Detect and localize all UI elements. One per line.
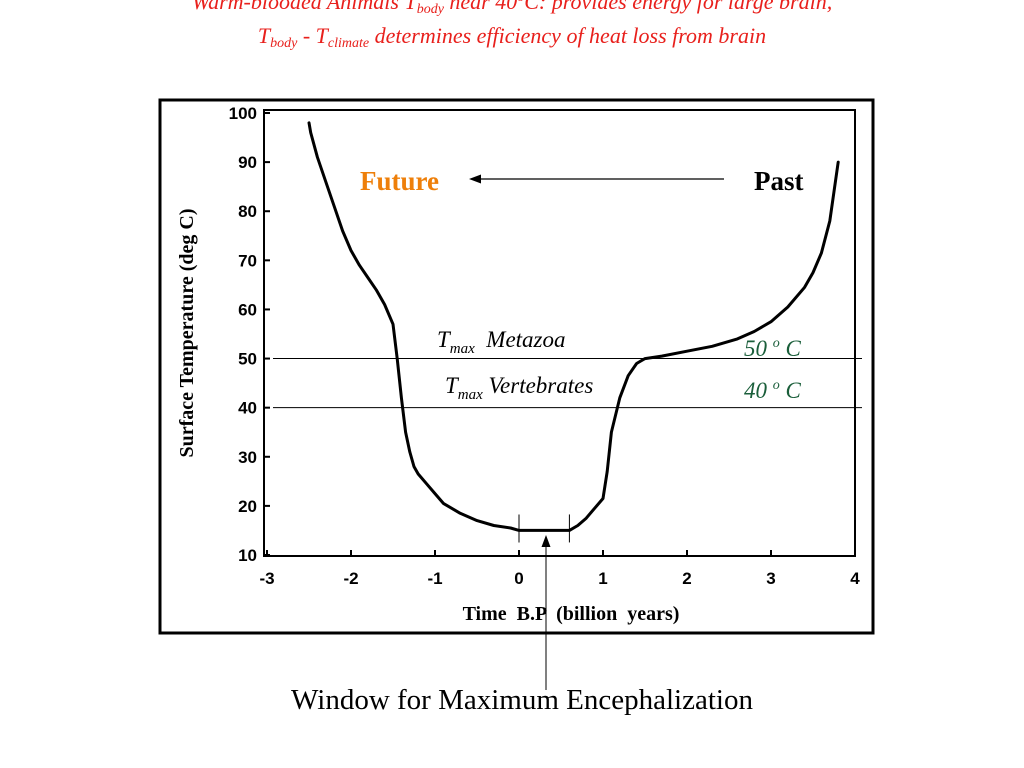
x-tick-label: 1 [598,569,607,588]
y-tick-label: 10 [238,546,257,565]
ref-40-label: 40 o C [744,378,802,403]
x-tick-label: 0 [514,569,523,588]
slide-heading-line2: Tbody - Tclimate determines efficiency o… [0,25,1024,51]
ref-40-degree: o [773,378,780,393]
x-tick-group: -3 -2 -1 0 1 2 3 4 [259,550,860,588]
ref-40-value: 40 [744,378,773,403]
heading-line1-mid: near 40 [443,0,518,14]
future-label: Future [360,166,439,196]
y-tick-label: 50 [238,350,257,369]
ref-50-degree: o [773,336,780,351]
heading-line2-sub2: climate [327,36,370,51]
y-tick-label: 100 [229,104,257,123]
vertebrates-t: T [445,373,460,398]
heading-line2-dash: - T [297,23,328,48]
future-arrowhead-icon [469,174,481,184]
ref-50-label: 50 o C [744,336,802,361]
plot-area [263,109,856,557]
metazoa-sub: max [450,341,475,357]
heading-line2-sub1: body [270,36,298,51]
x-tick-label: -1 [427,569,442,588]
y-axis-label: Surface Temperature (deg C) [176,208,198,457]
ref-40-unit: C [780,378,802,403]
ref-50-unit: C [780,336,802,361]
chart-frame [158,98,875,635]
past-label: Past [754,166,804,196]
reference-line-group [273,358,862,409]
temperature-curve [307,121,840,532]
vertebrates-text: Vertebrates [483,373,594,398]
x-tick-label: 4 [850,569,860,588]
x-tick-label: 3 [766,569,775,588]
ref-50-value: 50 [744,336,773,361]
y-tick-group: 10 20 30 40 50 60 70 80 90 100 [229,104,270,565]
x-tick-label: 2 [682,569,691,588]
metazoa-t: T [437,327,452,352]
heading-line1-degree: o [517,0,524,5]
y-tick-label: 30 [238,448,257,467]
x-tick-label: -3 [259,569,274,588]
metazoa-text: Metazoa [475,327,566,352]
heading-line2-t1: T [257,23,271,48]
vertebrates-sub: max [458,387,483,403]
y-tick-label: 20 [238,497,257,516]
heading-line1-suffix: C: provides energy for large brain, [524,0,833,14]
y-tick-label: 40 [238,399,257,418]
metazoa-label: Tmax Metazoa [437,327,566,357]
y-tick-label: 90 [238,153,257,172]
y-tick-label: 70 [238,251,257,270]
y-tick-label: 80 [238,202,257,221]
y-tick-label: 60 [238,300,257,319]
window-arrowhead-icon [541,535,551,547]
window-marker-group [518,514,570,543]
x-axis-label: Time B.P (billion years) [463,603,680,625]
window-caption: Window for Maximum Encephalization [291,684,753,716]
heading-line2-suffix: determines efficiency of heat loss from … [369,23,767,48]
heading-line1-prefix: Warm-blooded Animals T [191,0,417,14]
x-tick-label: -2 [343,569,358,588]
vertebrates-label: Tmax Vertebrates [445,373,593,403]
heading-line1-sub: body [416,2,444,17]
